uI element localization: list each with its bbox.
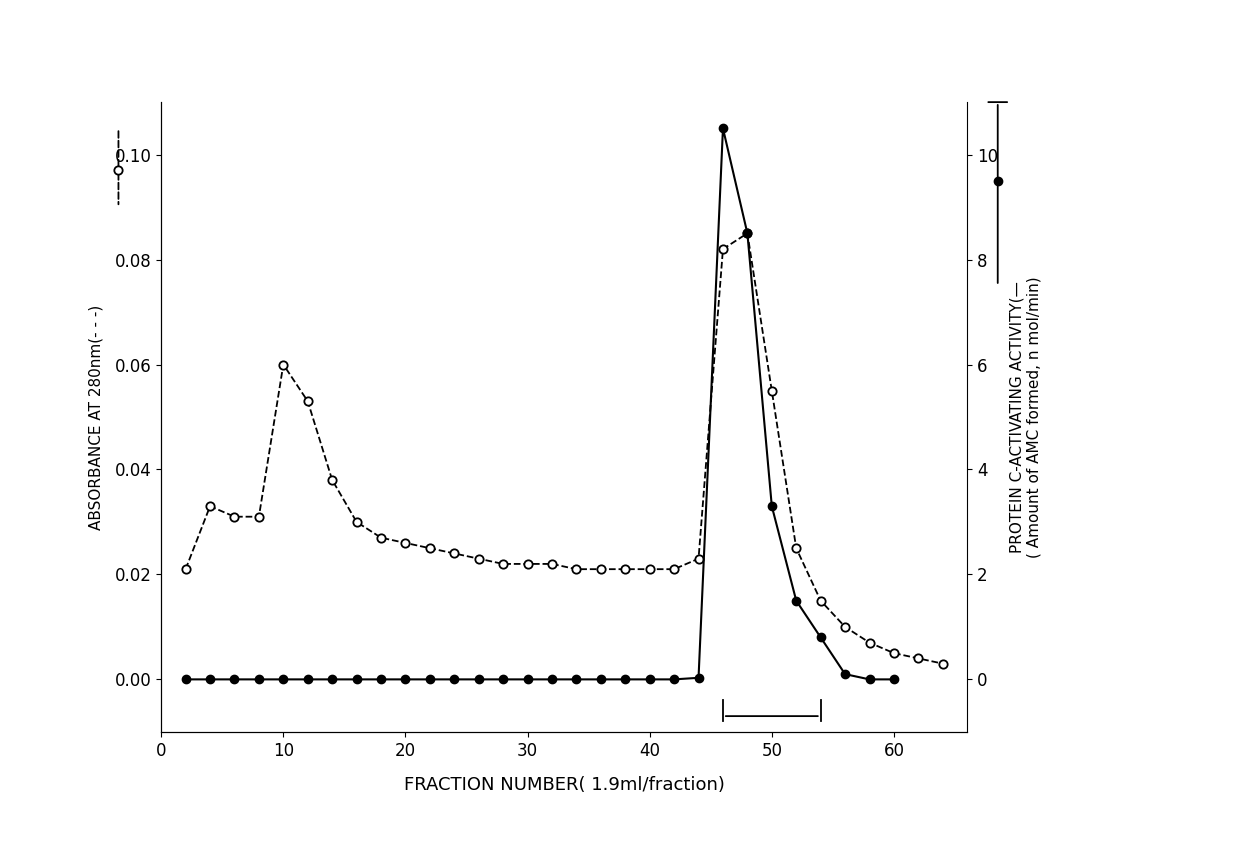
Y-axis label: PROTEIN C-ACTIVATING ACTIVITY(—
( Amount of AMC formed, n mol/min): PROTEIN C-ACTIVATING ACTIVITY(— ( Amount… (1009, 277, 1042, 557)
Y-axis label: ABSORBANCE AT 280nm(- - -): ABSORBANCE AT 280nm(- - -) (88, 305, 103, 529)
X-axis label: FRACTION NUMBER( 1.9ml/fraction): FRACTION NUMBER( 1.9ml/fraction) (404, 776, 724, 794)
